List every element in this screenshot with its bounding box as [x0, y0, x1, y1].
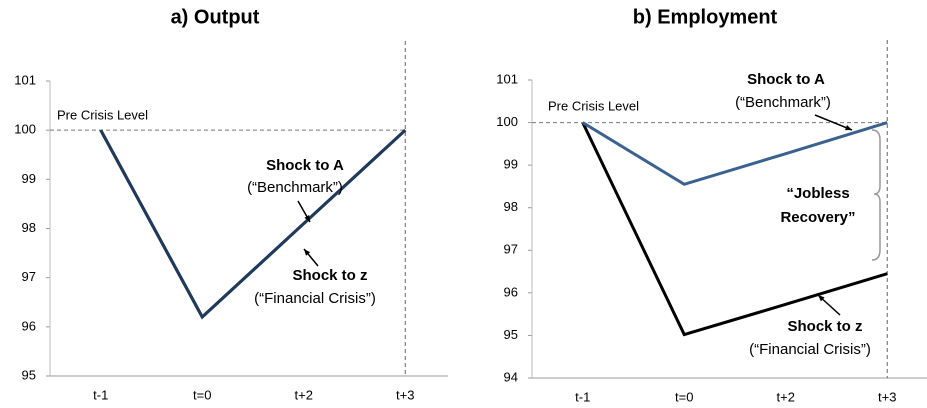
- arrow: [814, 114, 853, 131]
- y-tick-label: 98: [504, 199, 518, 214]
- y-tick-label: 97: [504, 242, 518, 257]
- y-tick-label: 101: [496, 71, 518, 86]
- x-tick-label: t-1: [93, 387, 108, 402]
- arrow-head: [304, 249, 311, 256]
- y-tick-label: 100: [496, 114, 518, 129]
- arrow-head: [818, 295, 825, 302]
- y-tick-label: 96: [22, 318, 36, 333]
- series-label: Shock to z: [787, 318, 862, 335]
- y-tick-label: 101: [14, 72, 36, 87]
- series-label: Shock to A: [266, 157, 344, 174]
- arrow-head: [845, 125, 852, 131]
- x-tick-label: t=0: [193, 387, 211, 402]
- y-tick-label: 95: [22, 367, 36, 382]
- series-line: [581, 121, 888, 337]
- series-label: Shock to z: [292, 267, 367, 284]
- x-tick-label: t-1: [575, 389, 590, 404]
- bracket: [871, 129, 881, 261]
- x-tick-label: t=0: [675, 389, 693, 404]
- reference-label: Pre Crisis Level: [57, 107, 148, 122]
- x-tick-label: t+2: [777, 389, 795, 404]
- series-line: [99, 129, 407, 320]
- annotation: (“Financial Crisis”): [749, 341, 871, 358]
- reference-label: Pre Crisis Level: [548, 98, 639, 113]
- y-tick-label: 98: [22, 220, 36, 235]
- annotation: (“Benchmark”): [247, 179, 343, 196]
- x-tick-label: t+3: [396, 387, 414, 402]
- annotation: “Jobless: [786, 185, 849, 202]
- y-tick-label: 97: [22, 269, 36, 284]
- series-label: Shock to A: [747, 71, 825, 88]
- y-tick-label: 96: [504, 284, 518, 299]
- x-tick-label: t+3: [878, 389, 896, 404]
- y-tick-label: 94: [504, 369, 518, 384]
- y-tick-label: 99: [22, 171, 36, 186]
- y-tick-label: 95: [504, 327, 518, 342]
- x-tick-label: t+2: [295, 387, 313, 402]
- series-line: [581, 121, 888, 186]
- y-tick-label: 100: [14, 122, 36, 137]
- chart-title: b) Employment: [633, 6, 778, 28]
- chart-title: a) Output: [171, 6, 260, 28]
- arrow-head: [304, 215, 310, 222]
- annotation: Recovery”: [780, 209, 855, 226]
- annotation: (“Financial Crisis”): [254, 290, 376, 307]
- y-tick-label: 99: [504, 157, 518, 172]
- annotation: (“Benchmark”): [735, 94, 831, 111]
- series-line: [99, 129, 407, 320]
